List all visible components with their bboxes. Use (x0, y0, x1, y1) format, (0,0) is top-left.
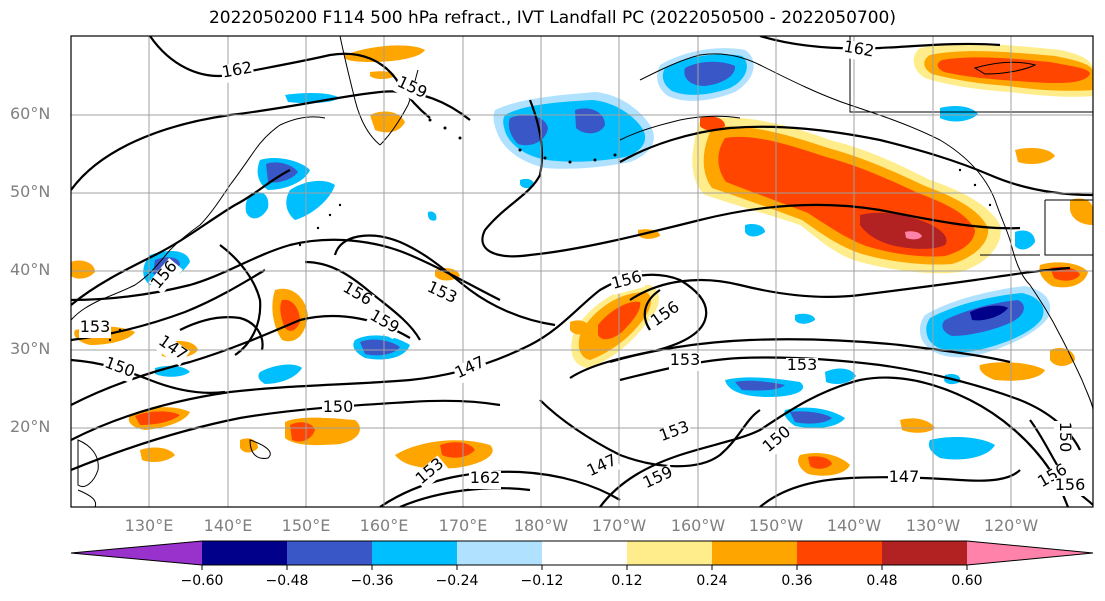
lon-label: 160°W (670, 516, 726, 535)
lon-label: 130°E (124, 516, 174, 535)
colorbar-tick-label: 0.12 (611, 573, 643, 589)
coastline-aleutian-peninsula (619, 115, 741, 141)
colorbar-segment (542, 541, 627, 565)
contour-147-mid (71, 273, 708, 441)
graticule (71, 36, 1093, 507)
lat-label: 50°N (10, 182, 51, 201)
contour-label: 153 (80, 317, 111, 336)
contour-150-far-west (71, 358, 226, 394)
contour-148-west (179, 316, 264, 351)
colorbar (70, 540, 1094, 570)
colorbar-extend-left (71, 541, 202, 565)
lon-label: 140°E (203, 516, 253, 535)
contour-159-south (379, 470, 621, 507)
coastline-us-west (1029, 284, 1093, 411)
lon-label: 170°E (438, 516, 488, 535)
island-chain (108, 118, 992, 342)
contour-162-north (759, 36, 1001, 50)
contour-label: 153 (670, 350, 701, 369)
lat-label: 60°N (10, 104, 51, 123)
contour-156-center (333, 234, 556, 327)
colorbar-segment (797, 541, 882, 565)
contour-hook-west (219, 244, 262, 356)
coastlines (71, 36, 1093, 507)
contour-156-label-loop (643, 289, 661, 331)
contour-147-south (71, 399, 501, 472)
contour-label: 156 (1055, 475, 1086, 494)
border-canada-north (849, 36, 1093, 113)
colorbar-segment (882, 541, 967, 565)
colorbar-tick-label: −0.48 (265, 573, 309, 589)
coastline-kamchatka-west (339, 36, 381, 146)
colorbar-tick-label: 0.24 (696, 573, 728, 589)
contour-label: 150 (323, 397, 354, 416)
colorbar-tick-label: 0.36 (781, 573, 813, 589)
contour-153-west (71, 238, 501, 302)
colorbar-tick-label: −0.60 (180, 573, 224, 589)
contour-label: 162 (470, 468, 501, 487)
coastline-asia (71, 149, 256, 321)
warm-anomaly-scattered (71, 45, 1093, 476)
colorbar-segment (457, 541, 542, 565)
lon-label: 150°W (748, 516, 804, 535)
plot-frame (70, 35, 1094, 508)
lat-label: 40°N (10, 260, 51, 279)
contour-label: 147 (889, 467, 920, 486)
island-taiwan (77, 439, 99, 487)
coastline-alaska-canada (639, 53, 1031, 286)
island-south (77, 489, 97, 507)
contour-150-east (619, 356, 1081, 451)
contour-156-east (629, 266, 1071, 301)
border-us-canada (1044, 199, 1093, 256)
contour-159-center (304, 260, 421, 341)
contour-156-southeast (599, 376, 1070, 507)
contour-label: 150 (1056, 422, 1075, 453)
colorbar-segment (712, 541, 797, 565)
lon-label: 130°W (905, 516, 961, 535)
map-title: 2022050200 F114 500 hPa refract., IVT La… (208, 8, 896, 28)
colorbar-segment (202, 541, 287, 565)
lat-label: 20°N (10, 417, 51, 436)
contour-153-east (609, 338, 1011, 364)
lat-label: 30°N (10, 339, 51, 358)
colorbar-segment (372, 541, 457, 565)
warm-anomaly-gulf-of-alaska (692, 117, 1001, 274)
lon-label: 180°W (513, 516, 569, 535)
cool-anomaly-east-pacific (919, 286, 1051, 358)
colorbar-tick-label: −0.24 (435, 573, 479, 589)
colorbar-tick-label: −0.36 (350, 573, 394, 589)
contour-156-mid (481, 99, 1021, 258)
colorbar-tick-label: 0.48 (866, 573, 898, 589)
coastline-kamchatka-east (379, 69, 419, 146)
lon-label: 160°E (359, 516, 409, 535)
lon-label: 140°W (826, 516, 882, 535)
colorbar-segment (627, 541, 712, 565)
lake-outline (973, 61, 1037, 75)
colorbar-tick-label: 0.60 (951, 573, 983, 589)
warm-anomaly-northeast (913, 43, 1093, 97)
lon-label: 150°E (281, 516, 331, 535)
lon-label: 120°W (983, 516, 1039, 535)
lon-label: 170°W (591, 516, 647, 535)
contour-label: 153 (787, 355, 818, 374)
island-philippines (249, 439, 271, 459)
colorbar-extend-right (967, 541, 1093, 565)
colorbar-tick-label: −0.12 (520, 573, 564, 589)
contour-159-north (619, 125, 1093, 197)
contour-156-west (71, 169, 291, 306)
colorbar-segment (287, 541, 372, 565)
contour-162-south (399, 487, 531, 507)
coastline-siberia (254, 116, 326, 151)
